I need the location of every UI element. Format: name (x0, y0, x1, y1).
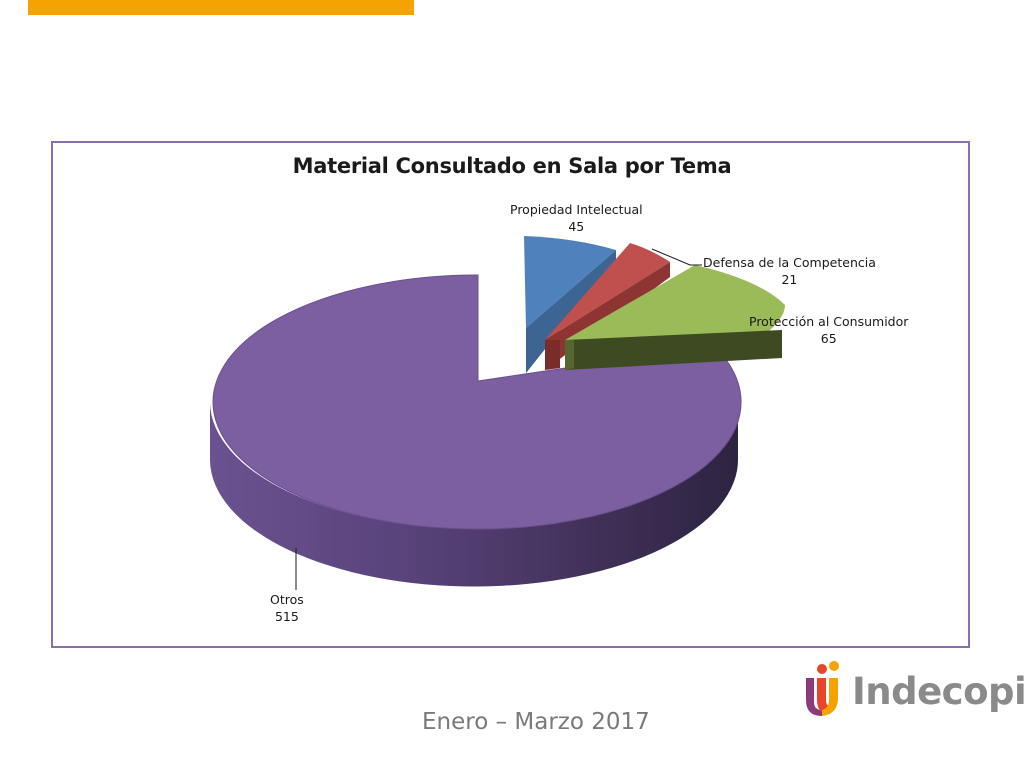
label-proteccion-name: Protección al Consumidor (749, 314, 909, 329)
slice-otros (212, 274, 742, 530)
top-accent-bar (28, 0, 414, 15)
label-proteccion: Protección al Consumidor 65 (749, 313, 908, 347)
label-defensa-value: 21 (781, 272, 798, 287)
label-proteccion-value: 65 (820, 331, 837, 346)
slice-defensa (545, 243, 670, 340)
slice-proteccion (565, 265, 785, 340)
label-propiedad-value: 45 (568, 219, 585, 234)
footer-date: Enero – Marzo 2017 (422, 709, 650, 735)
slice-proteccion-wall (565, 330, 782, 370)
slice-otros-side (210, 400, 739, 587)
label-propiedad-name: Propiedad Intelectual (510, 202, 643, 217)
logo-wordmark: Indecopi (852, 670, 1024, 713)
label-defensa: Defensa de la Competencia 21 (703, 254, 876, 288)
leader-line-defensa (651, 248, 702, 266)
slice-defensa-side (545, 340, 560, 370)
label-propiedad: Propiedad Intelectual 45 (510, 201, 643, 235)
chart-title: Material Consultado en Sala por Tema (292, 154, 732, 178)
slice-proteccion-front (565, 340, 574, 370)
label-otros-value: 515 (274, 609, 299, 624)
label-otros: Otros 515 (270, 591, 304, 625)
indecopi-logo (806, 661, 839, 716)
label-otros-name: Otros (270, 592, 304, 607)
slice-propiedad (524, 236, 616, 328)
label-defensa-name: Defensa de la Competencia (703, 255, 876, 270)
